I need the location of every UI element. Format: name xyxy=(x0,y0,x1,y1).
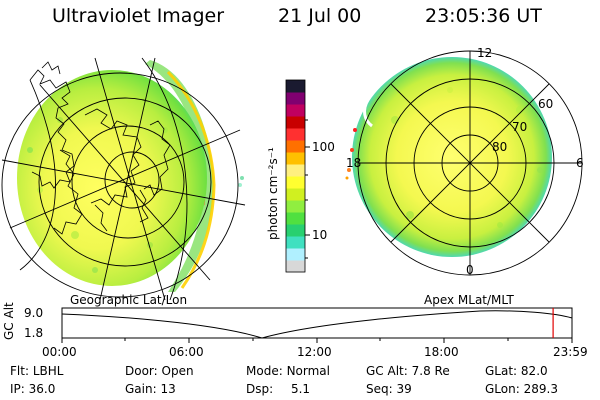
colorbar-swatch xyxy=(286,260,305,273)
right-panel-caption: Apex MLat/MLT xyxy=(424,293,514,307)
status-mode: Mode: Normal xyxy=(246,364,330,378)
colorbar-tick-10: 10 xyxy=(312,228,328,242)
colorbar-swatch xyxy=(286,104,305,117)
altitude-xtick-3: 18:00 xyxy=(424,345,459,359)
status-dsp: Dsp: 5.1 xyxy=(246,382,311,396)
altitude-xtick-1: 06:00 xyxy=(169,345,204,359)
status-door: Door: Open xyxy=(125,364,194,378)
altitude-ytick-high: 9.0 xyxy=(24,306,44,320)
colorbar-unit-label: photon cm⁻²s⁻¹ xyxy=(266,147,280,240)
colorbar-swatch xyxy=(286,140,305,153)
colorbar xyxy=(286,80,305,273)
app-title: Ultraviolet Imager xyxy=(52,5,225,27)
status-glon: GLon: 289.3 xyxy=(485,382,558,396)
colorbar-swatch xyxy=(286,212,305,225)
mlt-label-dawn: 6 xyxy=(576,156,584,170)
mlt-label-midnight: 0 xyxy=(466,263,474,277)
colorbar-frame xyxy=(285,79,306,273)
mlat-label-70: 70 xyxy=(512,120,528,134)
geographic-image xyxy=(1,57,246,301)
altitude-ytick-low: 1.8 xyxy=(24,326,44,340)
colorbar-swatch xyxy=(286,176,305,189)
colorbar-tick-100: 100 xyxy=(312,140,335,154)
left-panel-caption: Geographic Lat/Lon xyxy=(70,293,188,307)
mlt-label-noon: 12 xyxy=(477,46,493,60)
colorbar-swatch xyxy=(286,80,305,93)
mlat-label-60: 60 xyxy=(538,97,554,111)
status-filter: Flt: LBHL xyxy=(10,364,64,378)
colorbar-swatch xyxy=(286,200,305,213)
altitude-xtick-4: 23:59 xyxy=(553,345,588,359)
status-gain: Gain: 13 xyxy=(125,382,176,396)
colorbar-swatch xyxy=(286,248,305,261)
colorbar-swatch xyxy=(286,164,305,177)
colorbar-swatch xyxy=(286,152,305,165)
altitude-xtick-0: 00:00 xyxy=(42,345,77,359)
status-gc-alt: GC Alt: 7.8 Re xyxy=(366,364,450,378)
altitude-axis-label: GC Alt xyxy=(2,302,16,340)
magnetic-image xyxy=(345,50,583,276)
status-ip: IP: 36.0 xyxy=(10,382,56,396)
altitude-xtick-2: 12:00 xyxy=(297,345,332,359)
colorbar-swatch xyxy=(286,92,305,105)
header-date: 21 Jul 00 xyxy=(278,5,362,27)
colorbar-swatch xyxy=(286,116,305,129)
mlt-label-dusk: 18 xyxy=(346,156,362,170)
status-seq: Seq: 39 xyxy=(366,382,412,396)
colorbar-swatch xyxy=(286,224,305,237)
colorbar-swatch xyxy=(286,188,305,201)
colorbar-swatch xyxy=(286,128,305,141)
altitude-plot xyxy=(61,307,573,343)
status-glat: GLat: 82.0 xyxy=(485,364,548,378)
mlat-label-80: 80 xyxy=(492,140,508,154)
colorbar-swatch xyxy=(286,236,305,249)
header-time: 23:05:36 UT xyxy=(425,5,542,27)
